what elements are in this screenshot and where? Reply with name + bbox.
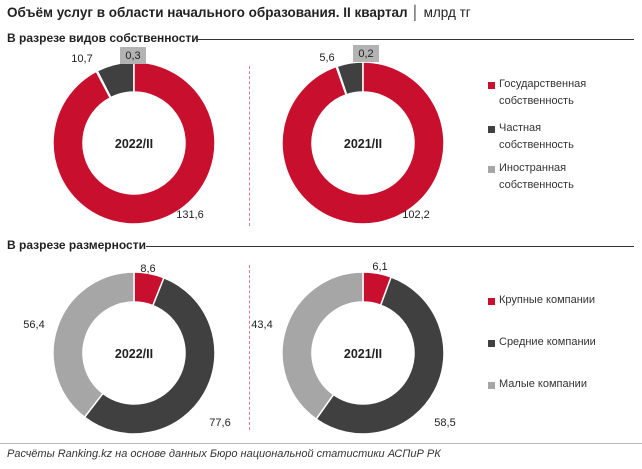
legend-label: Иностранная собственность <box>499 162 574 191</box>
chart-title: Объём услуг в области начального образов… <box>7 5 471 20</box>
value-label-small-2: 56,4 <box>23 319 44 331</box>
donut-center-label-1: 2021/II <box>344 137 382 151</box>
source-note: Расчёты Ranking.kz на основе данных Бюро… <box>7 448 441 460</box>
value-label-state-0: 131,6 <box>176 209 204 221</box>
value-label-foreign-0: 0,3 <box>125 50 140 62</box>
value-label-medium-3: 58,5 <box>434 417 455 429</box>
value-label-medium-2: 77,6 <box>209 417 230 429</box>
legend-swatch <box>488 382 495 389</box>
section-title-ownership: В разрезе видов собственности <box>7 31 199 45</box>
slice-state-1 <box>281 61 445 225</box>
legend-label: Государственная собственность <box>499 78 587 107</box>
donut-center-label-0: 2022/II <box>115 137 153 151</box>
slice-small-3 <box>281 271 364 421</box>
slice-medium-2 <box>83 276 216 435</box>
slice-medium-3 <box>315 276 445 435</box>
value-label-state-1: 102,2 <box>402 209 430 221</box>
value-label-private-1: 5,6 <box>319 52 334 64</box>
legend-swatch <box>488 82 495 89</box>
donut-center-label-3: 2021/II <box>344 347 382 361</box>
legend-swatch <box>488 166 495 173</box>
value-label-private-0: 10,7 <box>71 53 92 65</box>
chart-title-unit: млрд тг <box>423 5 471 20</box>
legend-label: Крупные компании <box>499 294 596 306</box>
section-title-size: В разрезе размерности <box>7 238 146 252</box>
legend-label: Частная собственность <box>499 122 574 151</box>
divider-ownership <box>249 66 250 226</box>
slice-small-2 <box>52 271 135 419</box>
legend-swatch <box>488 340 495 347</box>
value-label-foreign-1: 0,2 <box>358 48 373 60</box>
value-label-box-0 <box>120 47 146 64</box>
footer-rule <box>0 443 642 444</box>
divider-size <box>249 265 250 430</box>
value-label-large-3: 6,1 <box>372 261 387 273</box>
chart-title-main: Объём услуг в области начального образов… <box>7 5 408 20</box>
section-rule-size <box>146 246 634 247</box>
legend-label: Малые компании <box>499 378 587 390</box>
slice-state-0 <box>52 61 216 225</box>
value-label-box-1 <box>353 45 379 62</box>
legend-swatch <box>488 126 495 133</box>
legend-swatch <box>488 298 495 305</box>
section-rule-ownership <box>196 39 634 40</box>
value-label-large-2: 8,6 <box>140 263 155 275</box>
value-label-small-3: 43,4 <box>251 319 272 331</box>
legend-label: Средние компании <box>499 336 596 348</box>
donut-center-label-2: 2022/II <box>115 347 153 361</box>
